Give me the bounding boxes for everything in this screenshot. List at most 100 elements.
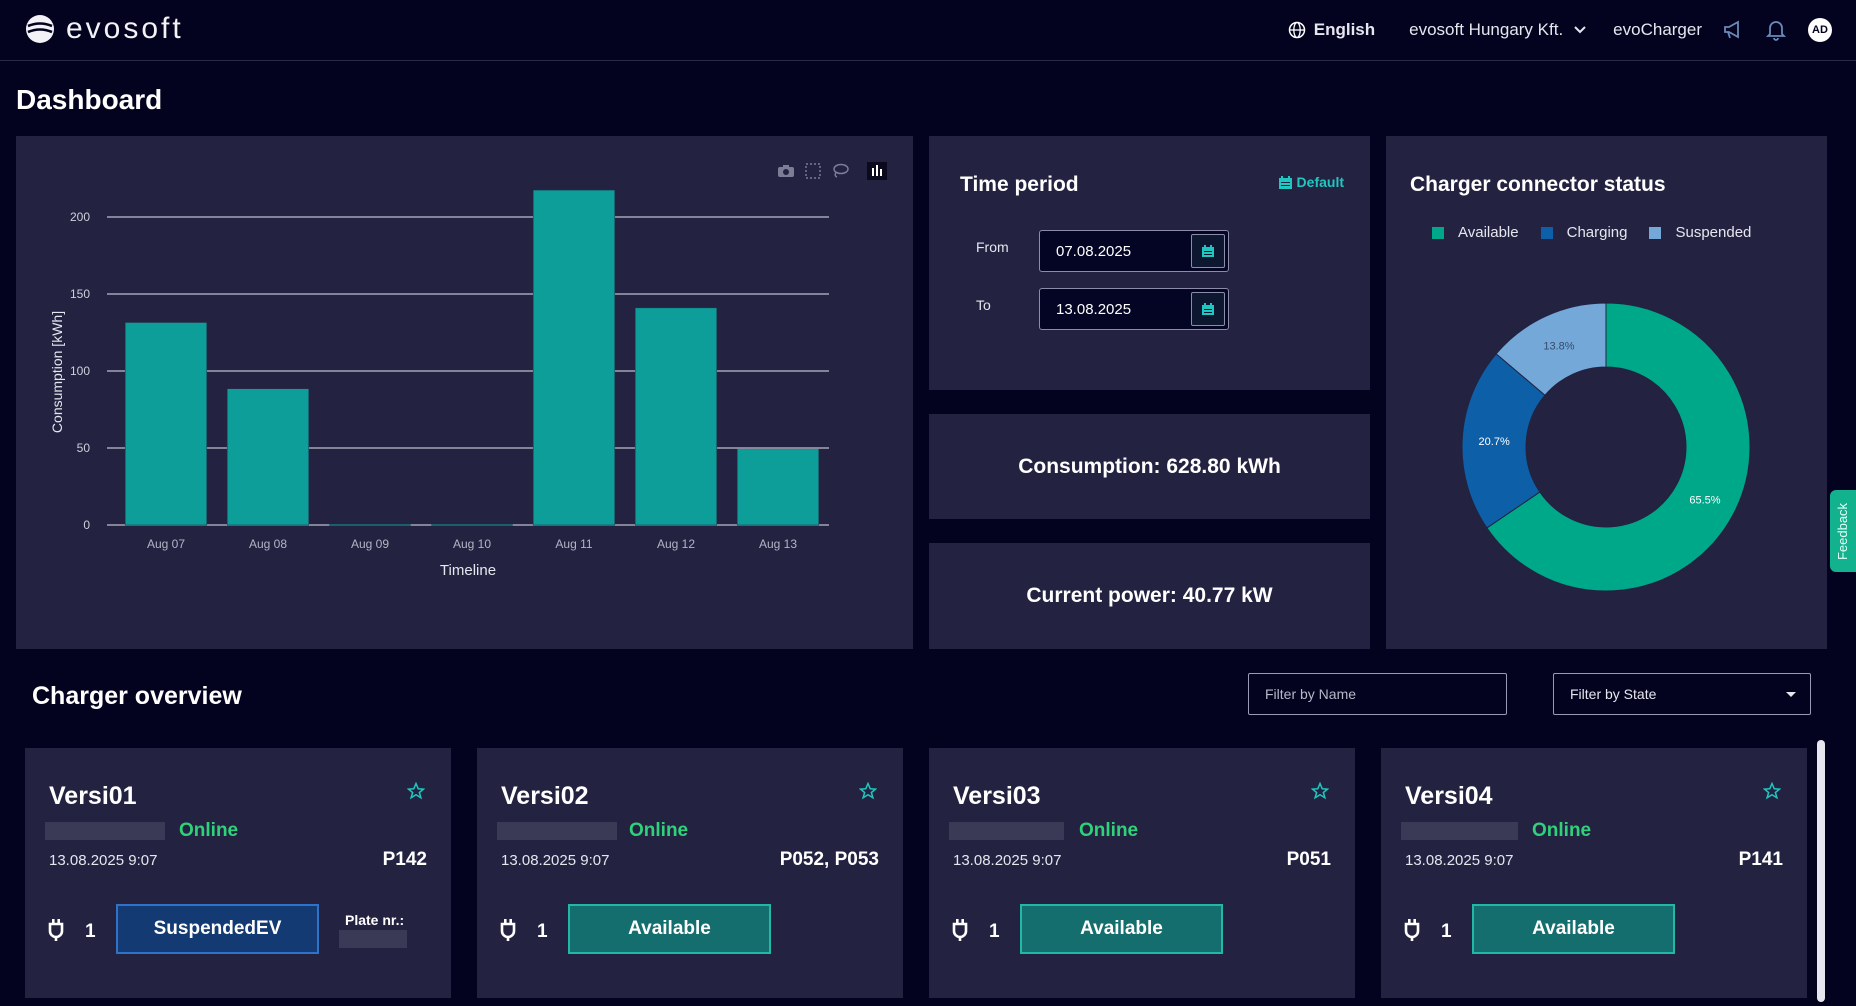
consumption-panel: Consumption: 628.80 kWh	[929, 414, 1370, 519]
x-tick-label: Aug 13	[759, 537, 797, 551]
status-badge: Online	[179, 820, 239, 841]
connector-donut-chart: 65.5% 20.7% 13.8%	[1461, 302, 1751, 592]
product-name[interactable]: evoCharger	[1613, 20, 1702, 39]
from-date-value: 07.08.2025	[1056, 242, 1132, 260]
plug-icon	[952, 919, 968, 941]
charger-name: Versi01	[49, 782, 137, 810]
charger-name: Versi03	[953, 782, 1041, 810]
y-tick-label: 150	[70, 287, 90, 301]
connector-number: 1	[989, 921, 1000, 942]
legend-item-available[interactable]: Available	[1432, 224, 1519, 241]
y-tick-label: 100	[70, 364, 90, 378]
globe-icon	[1288, 21, 1305, 39]
connector-number: 1	[1441, 921, 1452, 942]
megaphone-icon	[1724, 20, 1739, 39]
bar	[226, 388, 310, 526]
connector-state-button[interactable]: Available	[568, 904, 771, 954]
plug-icon	[1404, 919, 1420, 941]
filter-name-input[interactable]	[1248, 673, 1507, 715]
to-calendar-button[interactable]	[1191, 292, 1225, 326]
legend-label-suspended: Suspended	[1675, 224, 1752, 241]
megaphone-button[interactable]	[1722, 20, 1744, 40]
chevron-down-icon[interactable]	[1573, 25, 1587, 35]
time-period-panel: Time period Default From 07.08.2025 To 1…	[929, 136, 1370, 390]
time-period-title: Time period	[960, 173, 1079, 196]
connector-state-button[interactable]: Available	[1472, 904, 1675, 954]
plate-numbers: P051	[1286, 849, 1331, 870]
logo[interactable]: evosoft	[24, 12, 184, 46]
consumption-chart-panel: 0 50 100 150 200 Aug 07 Aug 08 Aug 09 Aug 10 Aug …	[16, 136, 913, 649]
to-label: To	[976, 297, 991, 313]
charger-overview-title: Charger overview	[32, 682, 242, 710]
status-badge: Online	[629, 820, 689, 841]
x-axis-label: Timeline	[440, 562, 496, 579]
donut-slice-available	[1486, 302, 1751, 592]
calendar-icon	[1202, 245, 1214, 257]
slice-label: 13.8%	[1543, 340, 1574, 352]
charger-id-placeholder	[45, 822, 165, 840]
x-tick-label: Aug 09	[351, 537, 389, 551]
star-icon[interactable]	[859, 782, 877, 800]
charger-card[interactable]: Versi04 Online 13.08.2025 9:07 P141 1 Av…	[1381, 748, 1807, 998]
slice-label: 65.5%	[1689, 494, 1720, 506]
x-tick-label: Aug 07	[147, 537, 185, 551]
charger-name: Versi02	[501, 782, 589, 810]
notifications-button[interactable]	[1766, 19, 1786, 41]
charger-card[interactable]: Versi03 Online 13.08.2025 9:07 P051 1 Av…	[929, 748, 1355, 998]
top-bar: evosoft English evosoft Hungary Kft. evo…	[0, 0, 1856, 61]
y-tick-label: 50	[77, 441, 91, 455]
connector-status-panel: Charger connector status Available Charg…	[1386, 136, 1827, 649]
plate-numbers: P142	[382, 849, 427, 870]
logo-text: evosoft	[66, 12, 184, 45]
avatar[interactable]: AD	[1808, 18, 1832, 42]
company-selector[interactable]: evosoft Hungary Kft.	[1409, 20, 1564, 39]
status-badge: Online	[1079, 820, 1139, 841]
charger-id-placeholder	[949, 822, 1064, 840]
plug-icon	[48, 919, 64, 941]
filter-state-label: Filter by State	[1570, 686, 1657, 702]
y-tick-label: 0	[83, 518, 90, 532]
from-date-input[interactable]: 07.08.2025	[1039, 230, 1229, 272]
charger-id-placeholder	[497, 822, 617, 840]
legend-label-charging: Charging	[1566, 224, 1628, 241]
language-selector[interactable]: English	[1288, 20, 1375, 40]
x-tick-label: Aug 11	[555, 537, 592, 551]
camera-icon[interactable]	[777, 164, 795, 178]
default-button[interactable]: Default	[1278, 174, 1344, 190]
star-icon[interactable]	[407, 782, 425, 800]
box-select-icon[interactable]	[805, 163, 821, 179]
connector-number: 1	[85, 921, 96, 942]
connector-state-button[interactable]: SuspendedEV	[116, 904, 319, 954]
filter-state-select[interactable]: Filter by State	[1553, 673, 1811, 715]
charger-card[interactable]: Versi01 Online 13.08.2025 9:07 P142 1 Su…	[25, 748, 451, 998]
plate-label: Plate nr.:	[345, 912, 405, 928]
top-nav: English evosoft Hungary Kft. evoCharger …	[1288, 0, 1832, 60]
consumption-bar-chart: 0 50 100 150 200 Aug 07 Aug 08 Aug 09 Aug 10 Aug …	[49, 189, 829, 579]
star-icon[interactable]	[1311, 782, 1329, 800]
to-date-input[interactable]: 13.08.2025	[1039, 288, 1229, 330]
timestamp: 13.08.2025 9:07	[953, 852, 1062, 869]
from-calendar-button[interactable]	[1191, 234, 1225, 268]
to-date-value: 13.08.2025	[1056, 300, 1132, 318]
legend-item-suspended[interactable]: Suspended	[1649, 224, 1751, 241]
from-label: From	[976, 239, 1009, 255]
connector-state-button[interactable]: Available	[1020, 904, 1223, 954]
lasso-icon[interactable]	[831, 163, 849, 179]
legend-item-charging[interactable]: Charging	[1540, 224, 1628, 241]
bar-chart-icon[interactable]	[867, 162, 887, 180]
bell-icon	[1766, 21, 1786, 41]
slice-label: 20.7%	[1479, 436, 1510, 448]
chart-toolbar	[777, 162, 887, 180]
star-icon[interactable]	[1763, 782, 1781, 800]
language-label: English	[1313, 20, 1376, 39]
feedback-tab[interactable]: Feedback	[1830, 490, 1856, 572]
scrollbar[interactable]	[1817, 740, 1825, 1002]
charger-card[interactable]: Versi02 Online 13.08.2025 9:07 P052, P05…	[477, 748, 903, 998]
plate-value-placeholder	[339, 930, 407, 948]
donut-legend: Available Charging Suspended	[1432, 224, 1751, 241]
connector-status-title: Charger connector status	[1410, 173, 1666, 196]
y-axis-label: Consumption [kWh]	[49, 311, 65, 433]
timestamp: 13.08.2025 9:07	[501, 852, 610, 869]
timestamp: 13.08.2025 9:07	[1405, 852, 1514, 869]
connector-number: 1	[537, 921, 548, 942]
